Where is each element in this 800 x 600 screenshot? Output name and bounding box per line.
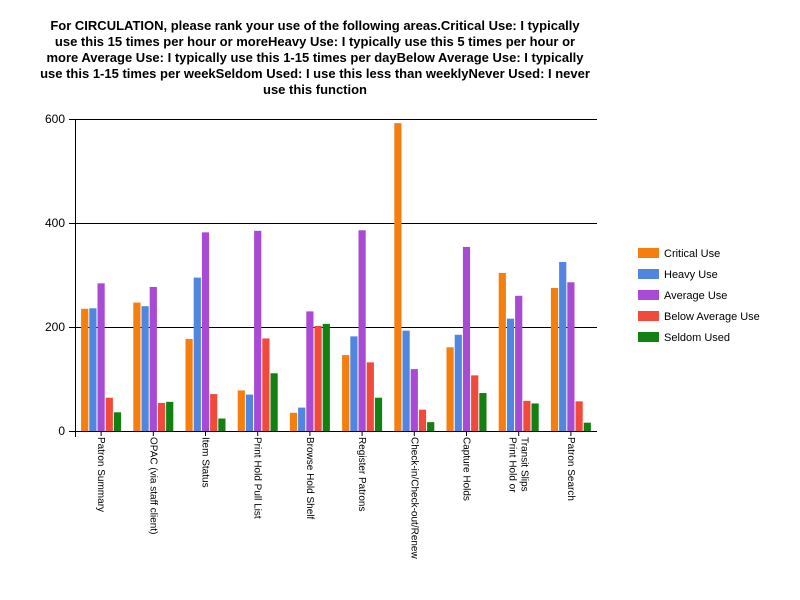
x-category-label: Print Hold Pull List xyxy=(252,437,263,519)
x-category-label: Print Hold or xyxy=(507,437,518,493)
bar xyxy=(523,400,531,431)
bar xyxy=(133,302,141,431)
bar xyxy=(358,230,366,431)
bar xyxy=(185,338,193,431)
legend-swatch xyxy=(638,332,659,342)
bar xyxy=(479,393,487,431)
bar xyxy=(298,407,306,431)
bar xyxy=(427,422,435,431)
bar xyxy=(410,369,418,431)
bar xyxy=(193,277,201,431)
legend-swatch xyxy=(638,311,659,321)
bar xyxy=(89,308,97,431)
bar xyxy=(201,232,210,431)
bar xyxy=(559,262,567,431)
bar xyxy=(314,325,322,431)
bar xyxy=(498,272,506,431)
bar xyxy=(394,123,402,431)
bar xyxy=(141,306,149,431)
x-category-label: Capture Holds xyxy=(461,437,472,501)
x-category-label: Patron Summary xyxy=(95,437,106,512)
bar xyxy=(515,295,523,431)
legend-label: Seldom Used xyxy=(664,332,730,344)
bar xyxy=(322,323,330,431)
legend-swatch xyxy=(638,290,659,300)
bar xyxy=(149,286,157,431)
x-category-label: Check-in/Check-out/Renew xyxy=(408,437,419,559)
legend-label: Heavy Use xyxy=(664,269,718,281)
bar xyxy=(446,347,454,431)
y-tick-label: 600 xyxy=(45,112,65,126)
bar xyxy=(567,282,575,431)
bar xyxy=(531,403,539,431)
bar xyxy=(270,373,278,431)
bar xyxy=(166,401,174,431)
bar xyxy=(366,362,374,431)
bar xyxy=(113,412,122,431)
bar xyxy=(374,397,383,431)
bar xyxy=(583,422,591,431)
bar xyxy=(506,318,515,431)
bar xyxy=(350,336,358,431)
bar xyxy=(306,311,314,431)
bar xyxy=(575,401,583,431)
bar xyxy=(81,308,89,431)
legend-label: Below Average Use xyxy=(664,311,760,323)
x-category-label: Register Patrons xyxy=(356,437,367,511)
bar xyxy=(237,390,245,431)
bar xyxy=(471,375,479,431)
bar xyxy=(105,397,113,431)
y-tick-label: 200 xyxy=(45,320,65,334)
bar xyxy=(402,330,410,431)
bars xyxy=(81,123,591,431)
bar xyxy=(254,230,262,431)
legend-swatch xyxy=(638,269,659,279)
chart-title: For CIRCULATION, please rank your use of… xyxy=(40,18,590,97)
legend-swatch xyxy=(638,248,659,258)
y-tick-label: 0 xyxy=(58,424,65,438)
x-category-label: Transit Slips xyxy=(519,437,530,492)
bar xyxy=(157,402,166,431)
y-tick-label: 400 xyxy=(45,216,65,230)
legend-label: Critical Use xyxy=(664,248,720,260)
x-category-label: Item Status xyxy=(200,437,211,488)
bar xyxy=(418,409,427,431)
bar xyxy=(97,283,105,431)
bar xyxy=(342,355,350,431)
bar xyxy=(454,334,462,431)
bar xyxy=(550,288,559,431)
x-category-label: Patron Search xyxy=(565,437,576,501)
axes: 0 200 400 600 Patron Summary OPAC (via staff … xyxy=(45,112,597,559)
bar xyxy=(462,246,471,431)
bar xyxy=(245,394,254,431)
bar xyxy=(210,394,218,431)
bar xyxy=(262,338,270,431)
bar xyxy=(289,412,298,431)
legend: Critical Use Heavy Use Average Use Below Av… xyxy=(638,248,760,344)
bar xyxy=(218,418,226,431)
x-category-label: OPAC (via staff client) xyxy=(147,437,158,534)
x-category-label: Browse Hold Shelf xyxy=(304,437,315,519)
legend-label: Average Use xyxy=(664,290,727,302)
